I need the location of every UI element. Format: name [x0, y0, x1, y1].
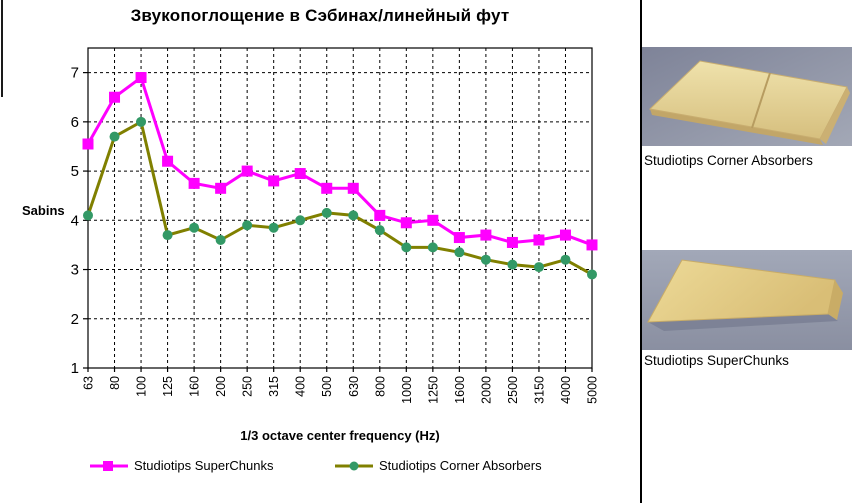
x-tick-label: 100 — [135, 376, 149, 397]
x-tick-label: 4000 — [559, 376, 573, 404]
data-point-square — [400, 217, 412, 229]
x-tick-label: 1250 — [426, 376, 440, 404]
y-tick-label: 3 — [71, 262, 79, 279]
data-point-square — [374, 209, 386, 221]
data-point-square — [82, 138, 94, 150]
line-chart: 1 2 3 4 5 6 7 63 80 100 125 160 200 250 315 400 500 630 80… — [71, 47, 600, 404]
corner-absorbers-photo — [642, 47, 852, 146]
y-tick-label: 5 — [71, 163, 79, 180]
x-tick-label: 630 — [347, 376, 361, 397]
x-tick-label: 1600 — [453, 376, 467, 404]
data-point-square — [135, 72, 147, 84]
x-tick-label: 315 — [267, 376, 281, 397]
legend-marker-corner-absorbers-icon — [335, 461, 373, 470]
data-point-square — [268, 175, 280, 187]
superchunks-caption: Studiotips SuperChunks — [644, 353, 789, 368]
y-tick-label: 7 — [71, 65, 79, 82]
data-point-square — [427, 214, 439, 226]
data-point-circle — [480, 254, 491, 265]
legend-entry-corner-absorbers: Studiotips Corner Absorbers — [335, 458, 542, 473]
legend-label-superchunks: Studiotips SuperChunks — [134, 458, 274, 473]
superchunks-photo — [642, 250, 852, 350]
data-point-circle — [427, 242, 438, 253]
x-tick-label: 2000 — [479, 376, 493, 404]
data-point-square — [506, 236, 518, 248]
data-point-square — [188, 177, 200, 189]
data-point-square — [347, 182, 359, 194]
x-tick-label: 200 — [214, 376, 228, 397]
x-tick-label: 1000 — [400, 376, 414, 404]
data-point-square — [453, 232, 465, 244]
x-tick-label: 5000 — [586, 376, 600, 404]
data-point-square — [241, 165, 253, 177]
data-point-circle — [507, 259, 518, 270]
x-tick-label: 63 — [82, 376, 96, 390]
x-tick-label: 2500 — [506, 376, 520, 404]
data-point-square — [321, 182, 333, 194]
x-axis-title: 1/3 octave center frequency (Hz) — [240, 428, 440, 443]
data-point-square — [586, 239, 598, 251]
data-point-circle — [401, 242, 412, 253]
data-point-square — [162, 155, 174, 167]
data-point-circle — [321, 207, 332, 218]
data-point-circle — [587, 269, 597, 280]
x-tick-label: 3150 — [532, 376, 546, 404]
data-point-circle — [348, 210, 359, 221]
y-tick-label: 4 — [71, 212, 79, 229]
chart-title: Звукопоглощение в Сэбинах/линейный фут — [130, 6, 510, 25]
data-point-circle — [533, 262, 544, 273]
data-point-square — [294, 168, 306, 180]
data-point-circle — [454, 247, 465, 258]
legend-label-corner-absorbers: Studiotips Corner Absorbers — [379, 458, 542, 473]
y-axis-title: Sabins — [22, 203, 65, 218]
data-point-square — [533, 234, 545, 246]
data-point-circle — [162, 230, 173, 241]
x-tick-label: 125 — [161, 376, 175, 397]
data-point-circle — [109, 131, 120, 142]
data-point-square — [215, 182, 227, 194]
y-tick-label: 2 — [71, 311, 79, 328]
x-tick-label: 500 — [320, 376, 334, 397]
data-point-circle — [268, 222, 279, 233]
data-point-circle — [295, 215, 306, 226]
y-tick-label: 6 — [71, 114, 79, 131]
y-tick-label: 1 — [71, 360, 79, 377]
plot-area — [87, 47, 593, 369]
corner-absorbers-caption: Studiotips Corner Absorbers — [644, 153, 813, 168]
data-point-square — [109, 91, 121, 103]
x-tick-label: 400 — [294, 376, 308, 397]
x-tick-label: 80 — [108, 376, 122, 390]
panel-divider — [640, 0, 642, 503]
data-point-circle — [215, 235, 226, 245]
data-point-circle — [136, 116, 147, 127]
data-point-square — [559, 229, 571, 241]
x-tick-label: 160 — [188, 376, 202, 397]
data-point-circle — [83, 210, 93, 221]
left-border-line — [1, 0, 3, 97]
legend-marker-superchunks-icon — [90, 460, 128, 471]
data-point-circle — [560, 254, 571, 265]
data-point-circle — [242, 220, 253, 231]
x-tick-label: 250 — [241, 376, 255, 397]
x-tick-label: 800 — [373, 376, 387, 397]
data-point-circle — [374, 225, 385, 236]
data-point-circle — [189, 222, 200, 233]
legend-entry-superchunks: Studiotips SuperChunks — [90, 458, 273, 473]
data-point-square — [480, 229, 492, 241]
